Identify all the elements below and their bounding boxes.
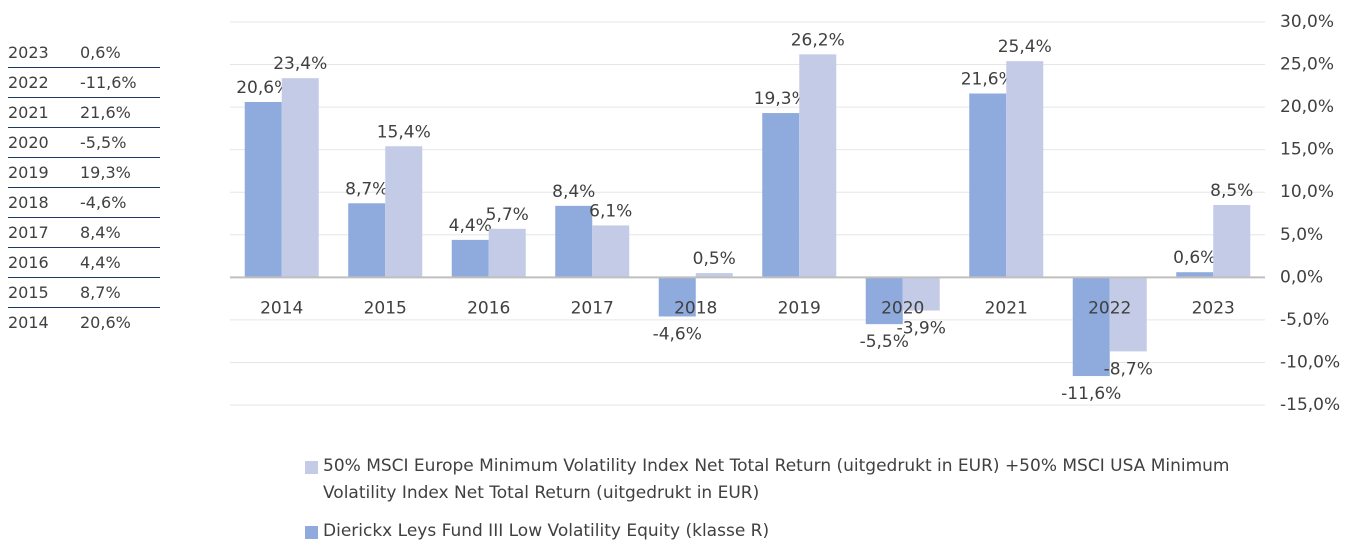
table-cell: 21,6%: [80, 103, 131, 122]
table-row: 2019 19,3%: [8, 158, 160, 188]
data-label: 8,4%: [552, 182, 595, 202]
y-tick-label: -5,0%: [1280, 310, 1329, 330]
legend-label: 50% MSCI Europe Minimum Volatility Index…: [323, 456, 1230, 503]
bar: [799, 54, 837, 278]
table-cell: 2021: [8, 103, 49, 122]
x-tick-label: 2022: [1088, 298, 1131, 318]
bar: [1176, 272, 1214, 278]
y-tick-label: -10,0%: [1280, 352, 1340, 372]
bar: [969, 93, 1007, 278]
bar: [658, 277, 696, 317]
bar: [281, 78, 319, 278]
y-tick-label: 25,0%: [1280, 55, 1334, 75]
data-label: -3,9%: [897, 319, 946, 339]
y-tick-label: -15,0%: [1280, 395, 1340, 415]
y-tick-label: 0,0%: [1280, 267, 1323, 287]
data-label: 8,5%: [1210, 181, 1253, 201]
table-row: 2021 21,6%: [8, 98, 160, 128]
data-label: 19,3%: [754, 89, 808, 109]
bar: [555, 205, 593, 278]
table-cell: 8,4%: [80, 223, 121, 242]
table-cell: 2022: [8, 73, 49, 92]
bar: [762, 113, 800, 278]
table-cell: -4,6%: [80, 193, 127, 212]
legend-swatch: [305, 526, 318, 539]
x-tick-label: 2017: [571, 298, 614, 318]
table-row: 2020 -5,5%: [8, 128, 160, 158]
y-tick-label: 15,0%: [1280, 140, 1334, 160]
data-label: 15,4%: [377, 122, 431, 142]
table-cell: -5,5%: [80, 133, 127, 152]
x-tick-label: 2015: [364, 298, 407, 318]
table-cell: 2023: [8, 43, 49, 62]
table-cell: 20,6%: [80, 313, 131, 332]
bar: [348, 203, 386, 278]
table-cell: 2017: [8, 223, 49, 242]
y-tick-label: 10,0%: [1280, 182, 1334, 202]
table-cell: 4,4%: [80, 253, 121, 272]
x-tick-label: 2020: [881, 298, 924, 318]
table-row: 2014 20,6%: [8, 308, 160, 337]
data-label: 21,6%: [961, 69, 1015, 89]
legend-item: Dierickx Leys Fund III Low Volatility Eq…: [305, 518, 1235, 545]
bar: [1109, 277, 1147, 352]
bar: [1006, 61, 1044, 278]
table-row: 2015 8,7%: [8, 278, 160, 308]
table-row: 2022 -11,6%: [8, 68, 160, 98]
data-label: 26,2%: [791, 30, 845, 50]
bar: [695, 273, 733, 278]
bar: [488, 228, 526, 278]
data-label: 8,7%: [345, 179, 388, 199]
table-row: 2018 -4,6%: [8, 188, 160, 218]
bar: [902, 277, 940, 311]
table-cell: -11,6%: [80, 73, 137, 92]
data-label: -8,7%: [1104, 359, 1153, 379]
data-label: -11,6%: [1061, 384, 1121, 404]
data-label: 6,1%: [589, 201, 632, 221]
table-cell: 8,7%: [80, 283, 121, 302]
x-tick-label: 2016: [467, 298, 510, 318]
data-label: 0,5%: [693, 249, 736, 269]
table-cell: 2016: [8, 253, 49, 272]
y-tick-label: 20,0%: [1280, 97, 1334, 117]
bar: [451, 239, 489, 278]
bar: [592, 225, 630, 278]
bar: [1213, 204, 1251, 278]
data-label: 4,4%: [449, 216, 492, 236]
y-tick-label: 30,0%: [1280, 12, 1334, 32]
legend-item: 50% MSCI Europe Minimum Volatility Index…: [305, 453, 1235, 507]
table-cell: 19,3%: [80, 163, 131, 182]
legend-swatch: [305, 461, 318, 474]
legend-label: Dierickx Leys Fund III Low Volatility Eq…: [323, 521, 770, 541]
data-label: 0,6%: [1173, 248, 1216, 268]
table: 2023 0,6% 2022 -11,6% 2021 21,6% 2020 -5,5% 2019…: [8, 38, 160, 337]
table-cell: 2020: [8, 133, 49, 152]
x-tick-label: 2014: [260, 298, 303, 318]
bar: [1072, 277, 1110, 377]
data-label: 25,4%: [998, 37, 1052, 57]
chart: -15,0% -10,0% -5,0% 0,0% 5,0% 10,0% 15,0% 20,0%…: [230, 12, 1340, 415]
table-cell: 2018: [8, 193, 49, 212]
table-cell: 0,6%: [80, 43, 121, 62]
x-tick-label: 2023: [1192, 298, 1235, 318]
y-tick-label: 5,0%: [1280, 225, 1323, 245]
data-label: 5,7%: [486, 205, 529, 225]
x-tick-label: 2018: [674, 298, 717, 318]
data-label: 20,6%: [236, 78, 290, 98]
bar: [865, 277, 903, 325]
data-label: -5,5%: [860, 332, 909, 352]
table-row: 2016 4,4%: [8, 248, 160, 278]
x-tick-label: 2019: [778, 298, 821, 318]
table-cell: 2019: [8, 163, 49, 182]
table-cell: 2015: [8, 283, 49, 302]
bar: [244, 102, 282, 278]
table-row: 2023 0,6%: [8, 38, 160, 68]
x-tick-label: 2021: [985, 298, 1028, 318]
table-row: 2017 8,4%: [8, 218, 160, 248]
data-label: 23,4%: [273, 54, 327, 74]
table-cell: 2014: [8, 313, 49, 332]
data-label: -4,6%: [653, 324, 702, 344]
bar: [385, 146, 423, 278]
